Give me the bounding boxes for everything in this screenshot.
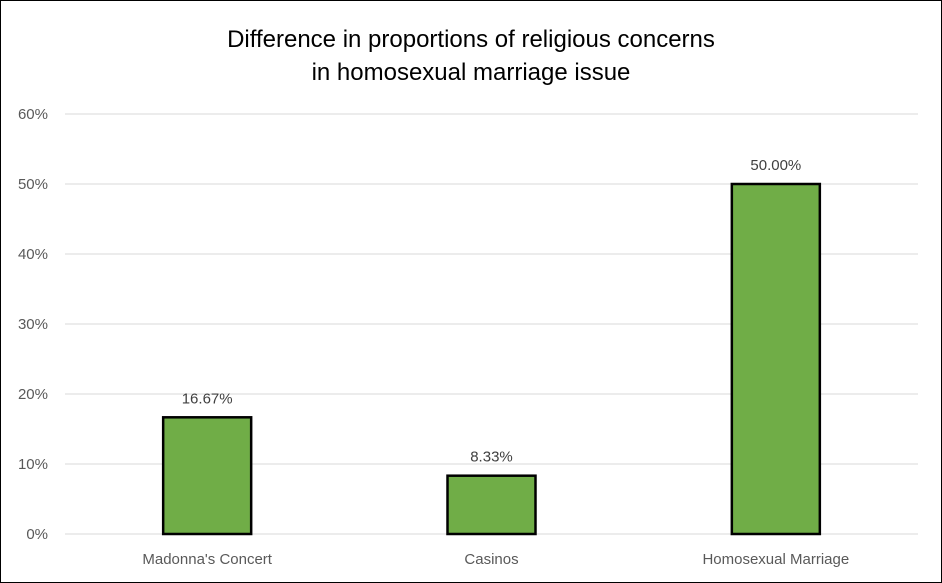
data-label-0: 16.67%	[182, 390, 233, 407]
bar-1	[446, 474, 537, 536]
bar-0	[161, 416, 253, 536]
x-tick-label-0: Madonna's Concert	[142, 551, 272, 568]
x-tick-label-1: Casinos	[464, 551, 518, 568]
y-tick-label: 20%	[18, 386, 48, 403]
x-tick-label-2: Homosexual Marriage	[702, 551, 849, 568]
chart-title-line-2: in homosexual marriage issue	[311, 59, 631, 86]
chart-title: Difference in proportions of religious c…	[1, 23, 941, 89]
y-tick-label: 30%	[18, 316, 48, 333]
y-tick-label: 50%	[18, 176, 48, 193]
y-tick-label: 10%	[18, 456, 48, 473]
chart-title-line-1: Difference in proportions of religious c…	[227, 26, 715, 53]
y-tick-label: 40%	[18, 246, 48, 263]
y-tick-label: 0%	[26, 526, 48, 543]
y-tick-label: 60%	[18, 106, 48, 123]
data-label-2: 50.00%	[750, 157, 801, 174]
bar-2	[730, 182, 822, 536]
data-label-1: 8.33%	[470, 449, 513, 466]
